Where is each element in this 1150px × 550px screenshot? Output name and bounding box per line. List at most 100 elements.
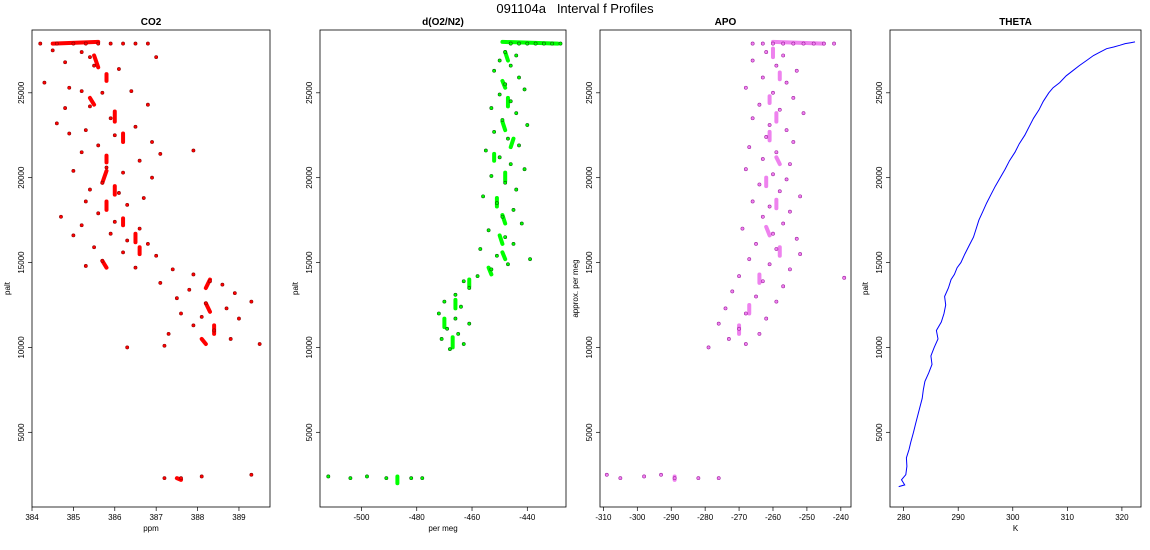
y-axis-label: palt (291, 281, 300, 295)
data-point (777, 189, 782, 194)
data-point (760, 75, 765, 80)
y-tick-label: 10000 (585, 336, 594, 359)
data-point (456, 331, 461, 336)
data-point (483, 148, 488, 153)
data-point (747, 145, 752, 150)
data-point (100, 180, 105, 185)
data-point (558, 41, 563, 46)
data-point (506, 262, 510, 267)
data-point (199, 314, 204, 319)
data-point (794, 68, 799, 73)
data-point (774, 299, 779, 304)
data-point (79, 50, 84, 54)
data-point (249, 472, 254, 477)
data-point (604, 472, 609, 477)
data-point (618, 476, 623, 481)
data-point (706, 345, 711, 350)
data-point (88, 187, 92, 192)
data-point (522, 87, 527, 92)
data-point (764, 50, 769, 54)
data-point (743, 342, 748, 346)
data-point (112, 133, 117, 138)
data-point (112, 219, 117, 224)
data-point (79, 150, 84, 155)
data-point (191, 148, 196, 153)
data-point (519, 221, 524, 226)
data-point (508, 41, 513, 46)
data-point (784, 80, 789, 85)
data-point (67, 131, 72, 136)
data-point (83, 199, 88, 204)
x-tick-label: -300 (629, 513, 646, 522)
data-point (54, 41, 59, 46)
data-point (757, 182, 762, 187)
data-point (760, 41, 765, 46)
data-point (100, 258, 105, 263)
data-point (348, 476, 353, 481)
data-point (541, 41, 546, 46)
y-tick-label: 25000 (305, 81, 314, 104)
data-point (503, 82, 508, 87)
data-point (486, 228, 491, 233)
y-tick-label: 5000 (875, 423, 884, 441)
data-point (442, 299, 447, 304)
data-point (162, 343, 167, 348)
y-tick-label: 10000 (875, 336, 884, 359)
data-point (145, 102, 150, 107)
x-tick-label: 389 (232, 513, 246, 522)
data-point (726, 337, 731, 341)
data-point (517, 143, 521, 148)
data-point (781, 53, 786, 58)
y-axis-label: palt (3, 281, 12, 295)
series-line (898, 41, 1136, 488)
data-point (757, 102, 762, 107)
data-point (517, 41, 521, 46)
data-point (158, 152, 163, 156)
plot-frame (889, 29, 1142, 508)
data-point (145, 241, 150, 246)
y-tick-label: 5000 (305, 423, 314, 441)
data-point (760, 157, 765, 161)
x-tick-label: -250 (799, 513, 816, 522)
data-point (150, 140, 154, 144)
y-tick-label: 5000 (17, 423, 26, 441)
data-point (108, 116, 113, 121)
data-point (220, 282, 225, 287)
data-point (125, 345, 130, 350)
data-streak (92, 53, 101, 70)
x-tick-label: 310 (1061, 513, 1075, 522)
data-point (771, 231, 775, 236)
y-tick-label: 15000 (17, 251, 26, 274)
data-point (821, 41, 826, 46)
page-title: 091104a Interval f Profiles (496, 1, 654, 16)
plot-frame (319, 29, 567, 508)
data-point (784, 128, 789, 133)
data-point (801, 111, 806, 116)
data-point (730, 289, 735, 294)
data-point (754, 294, 758, 299)
data-point (781, 41, 786, 46)
data-point (79, 223, 84, 228)
data-streak (50, 39, 101, 46)
data-streak (500, 119, 508, 133)
data-point (71, 168, 76, 173)
data-point (133, 124, 138, 129)
data-point (764, 316, 769, 321)
data-streak (497, 233, 505, 246)
panel-2: d(O2/N2) -500 -480 -460 -440 5000 10000 15000 20… (291, 17, 567, 533)
data-point (50, 48, 55, 53)
data-point (788, 209, 792, 214)
data-point (767, 204, 772, 209)
data-point (500, 214, 505, 219)
x-tick-label: 388 (191, 513, 205, 522)
data-point (133, 265, 138, 270)
data-point (659, 472, 663, 477)
data-point (237, 316, 241, 321)
data-point (801, 41, 806, 46)
data-point (781, 221, 786, 226)
x-tick-label: 290 (952, 513, 966, 522)
data-point (760, 279, 765, 284)
data-point (798, 252, 803, 256)
panel-title: d(O2/N2) (422, 17, 464, 28)
data-point (228, 337, 233, 341)
